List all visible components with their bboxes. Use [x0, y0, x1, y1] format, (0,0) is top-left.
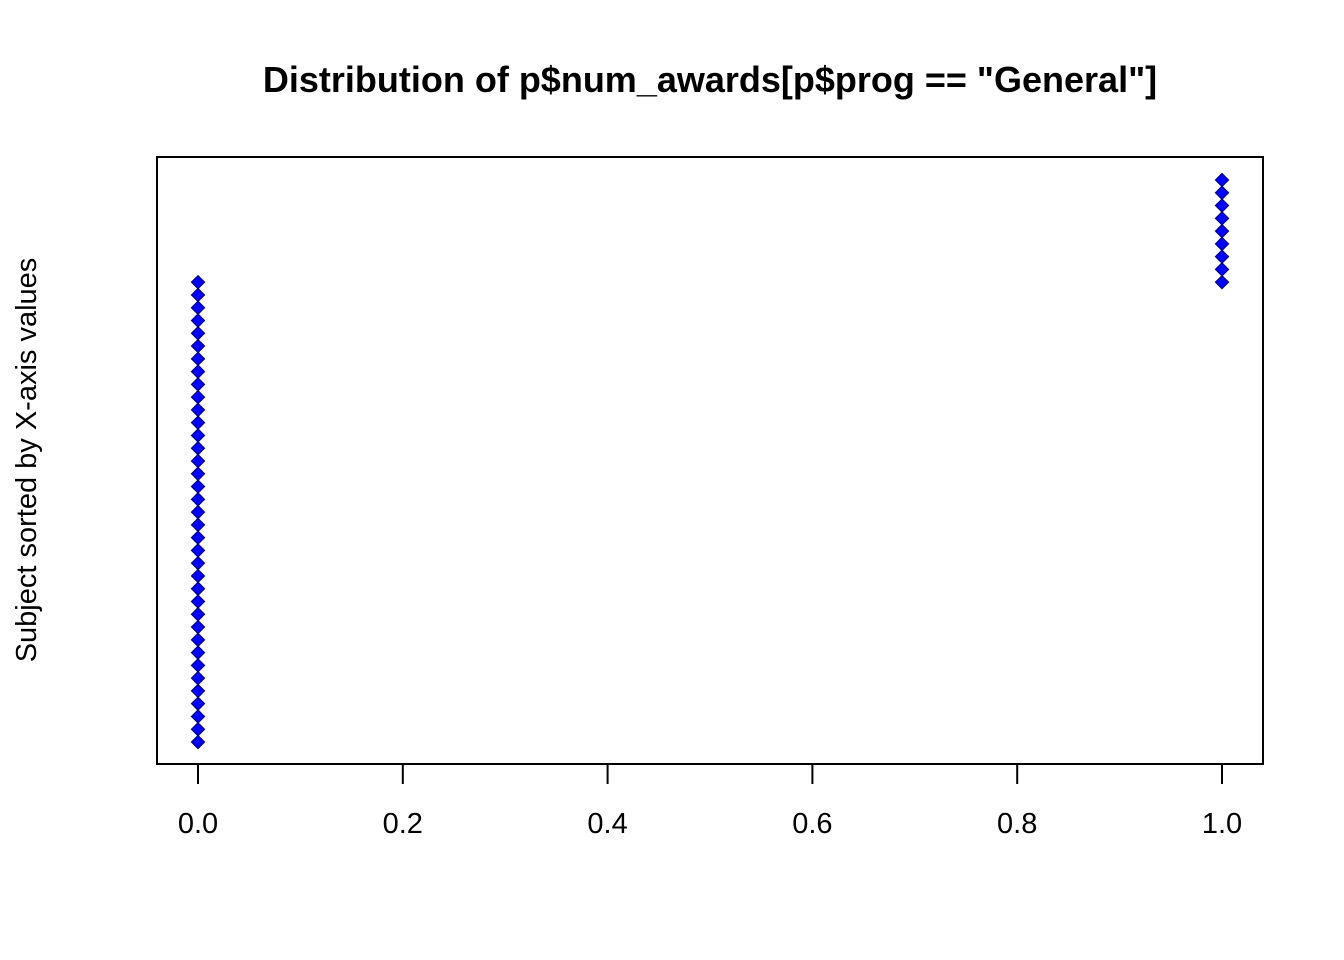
data-point — [190, 479, 206, 494]
data-point — [190, 619, 206, 635]
data-point — [190, 543, 206, 558]
x-axis: 0.0 0.2 0.4 0.6 0.8 1.0 — [178, 763, 1242, 840]
data-point — [190, 428, 206, 443]
data-point — [190, 606, 206, 622]
data-point — [190, 364, 206, 379]
data-point — [190, 389, 206, 405]
data-point — [1214, 236, 1230, 252]
data-point — [190, 721, 206, 737]
data-point — [190, 415, 206, 431]
data-point — [190, 453, 206, 469]
chart-title: Distribution of p$num_awards[p$prog == "… — [263, 59, 1157, 100]
x-tick-label: 0.0 — [178, 808, 218, 840]
data-point — [190, 491, 206, 507]
data-point — [190, 377, 206, 392]
data-point — [190, 645, 206, 660]
data-point — [190, 594, 206, 609]
data-point — [1214, 262, 1230, 277]
data-point — [190, 351, 206, 367]
data-point — [190, 530, 206, 545]
data-point — [190, 734, 206, 750]
data-point — [190, 466, 206, 482]
data-point — [190, 517, 206, 533]
data-points — [190, 172, 1230, 750]
x-tick-label: 0.2 — [383, 808, 423, 840]
data-point — [190, 274, 206, 290]
data-point — [1214, 172, 1230, 188]
data-point — [190, 287, 206, 303]
data-point — [190, 670, 206, 686]
data-point — [190, 338, 206, 354]
data-point — [190, 658, 206, 673]
data-point — [190, 313, 206, 328]
data-point — [1214, 274, 1230, 290]
data-point — [190, 683, 206, 699]
plot-frame — [156, 156, 1264, 765]
data-point — [1214, 185, 1230, 201]
data-point — [1214, 210, 1230, 226]
data-point — [190, 696, 206, 712]
x-tick-label: 1.0 — [1202, 808, 1242, 840]
x-tick-label: 0.4 — [587, 808, 627, 840]
data-point — [190, 581, 206, 597]
data-point — [190, 300, 206, 316]
y-axis-label: Subject sorted by X-axis values — [11, 258, 43, 663]
data-point — [190, 568, 206, 584]
data-point — [190, 632, 206, 648]
data-point — [1214, 198, 1230, 213]
x-tick-label: 0.6 — [792, 808, 832, 840]
x-tick-label: 0.8 — [997, 808, 1037, 840]
data-point — [190, 709, 206, 724]
data-point — [1214, 249, 1230, 264]
data-point — [190, 555, 206, 571]
data-point — [1214, 223, 1230, 239]
data-point — [190, 440, 206, 456]
data-point — [190, 402, 206, 418]
data-point — [190, 325, 206, 341]
data-point — [190, 504, 206, 520]
